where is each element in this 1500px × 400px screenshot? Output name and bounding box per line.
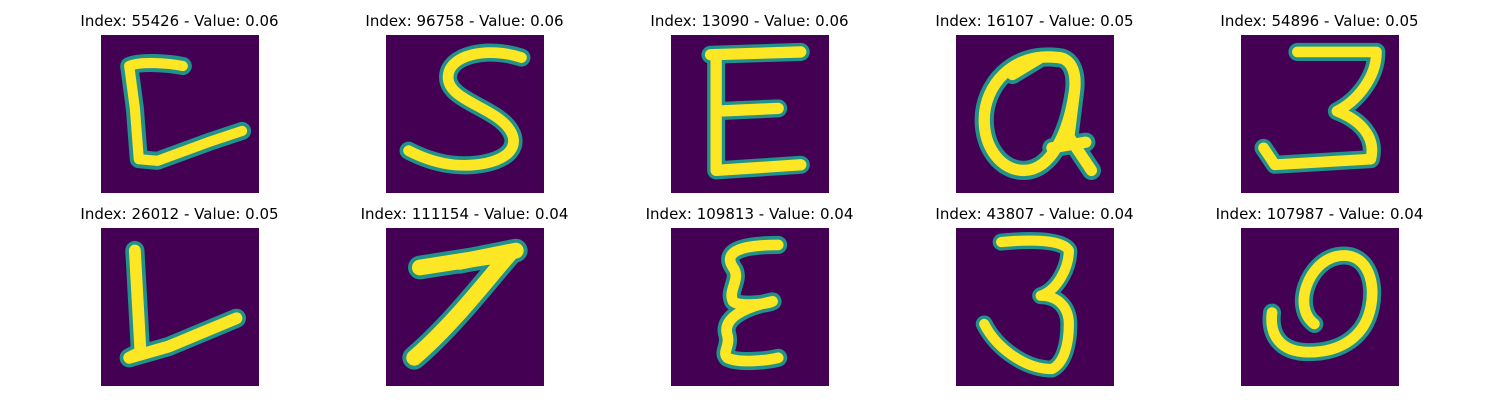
glyph-drawing: [401, 238, 528, 370]
cell-title: Index: 13090 - Value: 0.06: [650, 12, 849, 30]
grid-cell-4: Index: 54896 - Value: 0.05: [1177, 12, 1462, 202]
digit-image: [1240, 228, 1399, 386]
glyph-drawing: [399, 43, 530, 175]
grid-cell-9: Index: 107987 - Value: 0.04: [1177, 205, 1462, 395]
grid-cell-3: Index: 16107 - Value: 0.05: [892, 12, 1177, 202]
grid-cell-1: Index: 96758 - Value: 0.06: [322, 12, 607, 202]
cell-title: Index: 96758 - Value: 0.06: [365, 12, 564, 30]
glyph-drawing: [119, 240, 246, 368]
glyph-drawing: [700, 42, 810, 180]
glyph-drawing: [1262, 246, 1381, 362]
digit-image: [100, 228, 259, 386]
digit-image: [670, 35, 829, 193]
glyph-drawing: [974, 47, 1101, 181]
grid-cell-5: Index: 26012 - Value: 0.05: [37, 205, 322, 395]
digit-image: [670, 228, 829, 386]
grid-cell-6: Index: 111154 - Value: 0.04: [322, 205, 607, 395]
digit-image: [385, 35, 544, 193]
cell-title: Index: 55426 - Value: 0.06: [80, 12, 279, 30]
cell-title: Index: 43807 - Value: 0.04: [935, 205, 1134, 223]
digit-image: [955, 228, 1114, 386]
digit-image: [1240, 35, 1399, 193]
grid-cell-8: Index: 43807 - Value: 0.04: [892, 205, 1177, 395]
cell-title: Index: 26012 - Value: 0.05: [80, 205, 279, 223]
glyph-drawing: [975, 232, 1077, 378]
cell-title: Index: 109813 - Value: 0.04: [645, 205, 854, 223]
grid-cell-2: Index: 13090 - Value: 0.06: [607, 12, 892, 202]
cell-title: Index: 16107 - Value: 0.05: [935, 12, 1134, 30]
glyph-drawing: [715, 235, 787, 371]
grid-cell-0: Index: 55426 - Value: 0.06: [37, 12, 322, 202]
grid-cell-7: Index: 109813 - Value: 0.04: [607, 205, 892, 395]
glyph-drawing: [119, 54, 251, 170]
digit-image: [955, 35, 1114, 193]
digit-image: [385, 228, 544, 386]
glyph-drawing: [1254, 42, 1385, 174]
cell-title: Index: 111154 - Value: 0.04: [360, 205, 569, 223]
cell-title: Index: 54896 - Value: 0.05: [1220, 12, 1419, 30]
cell-title: Index: 107987 - Value: 0.04: [1215, 205, 1424, 223]
digit-image: [100, 35, 259, 193]
